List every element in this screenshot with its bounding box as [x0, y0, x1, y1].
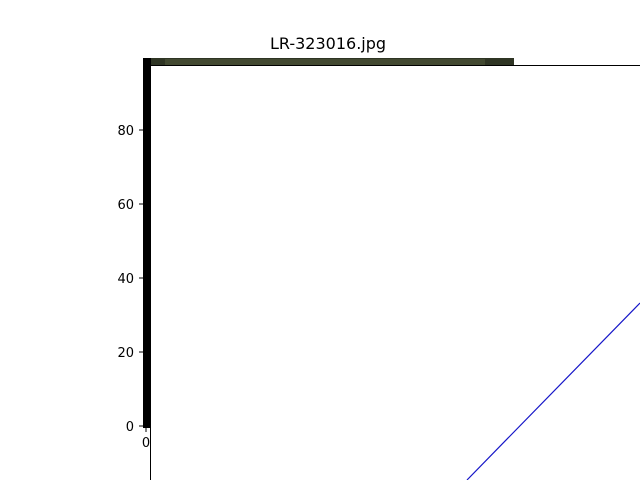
image-top-detail — [165, 59, 485, 65]
y-tick-label: 60 — [117, 198, 134, 213]
y-tick-label: 80 — [117, 124, 134, 139]
figure-title: LR-323016.jpg — [270, 34, 386, 53]
y-tick-label: 0 — [126, 420, 134, 435]
image-panel — [143, 58, 514, 428]
y-tick-label: 20 — [117, 346, 134, 361]
overlay-panel — [150, 65, 640, 480]
y-tick-label: 40 — [117, 272, 134, 287]
x-tick-label: 0 — [142, 436, 150, 451]
overlay-background — [150, 65, 640, 480]
diagonal-line — [466, 302, 640, 480]
image-left-frame — [143, 58, 151, 428]
x-axis: 0 — [142, 428, 150, 451]
y-axis: 80 60 40 20 0 — [117, 124, 143, 435]
